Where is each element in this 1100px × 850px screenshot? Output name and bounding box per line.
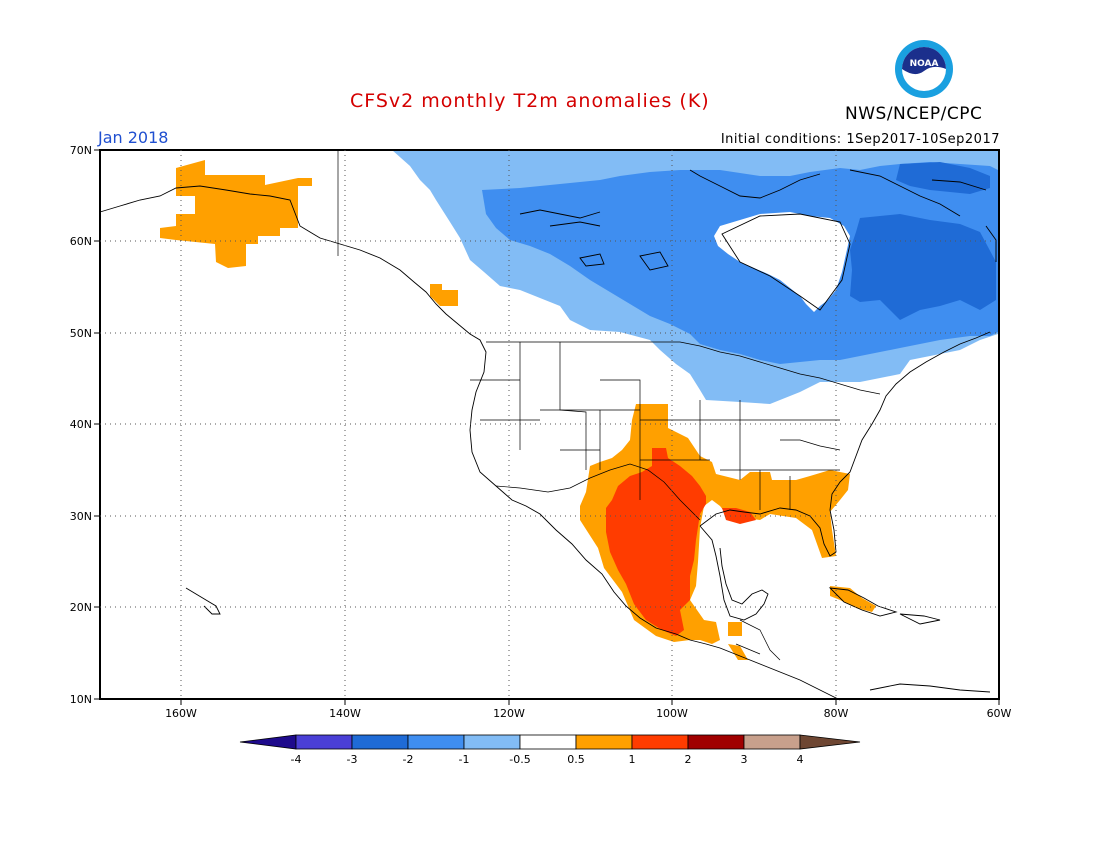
lat-label-10n: 10N — [70, 693, 92, 706]
lat-label-70n: 70N — [70, 144, 92, 157]
legend-label-4: 4 — [797, 753, 804, 766]
legend-label-3: 3 — [741, 753, 748, 766]
legend-label-minus05: -0.5 — [509, 753, 530, 766]
legend-swatch-1-2 — [631, 734, 689, 750]
hudson-bay-neutral — [714, 212, 850, 312]
lat-label-30n: 30N — [70, 510, 92, 523]
political-borders — [337, 150, 881, 661]
legend-label-05: 0.5 — [567, 753, 585, 766]
valid-month: Jan 2018 — [98, 128, 169, 147]
lat-label-20n: 20N — [70, 601, 92, 614]
legend-swatch-3-4 — [743, 734, 801, 750]
agency-label: NWS/NCEP/CPC — [845, 104, 983, 124]
lon-label-60w: 60W — [987, 707, 1012, 720]
legend-swatch-below-minus4 — [239, 734, 297, 750]
legend-label-minus4: -4 — [291, 753, 302, 766]
noaa-logo: NOAA — [895, 40, 953, 98]
legend-swatch-neutral — [519, 734, 577, 750]
coastlines — [99, 169, 997, 701]
ticks — [94, 149, 1000, 705]
lat-label-50n: 50N — [70, 327, 92, 340]
logo-text: NOAA — [910, 59, 939, 69]
negative-anomaly-darkblue — [850, 162, 996, 320]
lat-labels: 70N 60N 50N 40N 30N 20N 10N — [70, 144, 92, 706]
legend-label-1: 1 — [629, 753, 636, 766]
legend-label-minus3: -3 — [347, 753, 358, 766]
legend-swatch-minus3-minus2 — [351, 734, 409, 750]
lat-label-40n: 40N — [70, 418, 92, 431]
lon-label-140w: 140W — [329, 707, 361, 720]
legend-swatch-05-1 — [575, 734, 633, 750]
lon-labels: 160W 140W 120W 100W 80W 60W — [165, 707, 1011, 720]
lon-label-120w: 120W — [493, 707, 525, 720]
negative-anomaly-blue — [482, 162, 998, 364]
color-legend — [239, 734, 861, 750]
legend-swatch-above-4 — [799, 734, 861, 750]
legend-swatch-minus1-minus05 — [463, 734, 521, 750]
legend-swatch-minus4-minus3 — [295, 734, 353, 750]
lat-label-60n: 60N — [70, 235, 92, 248]
lon-label-100w: 100W — [656, 707, 688, 720]
legend-label-minus2: -2 — [403, 753, 414, 766]
initial-conditions: Initial conditions: 1Sep2017-10Sep2017 — [720, 132, 1000, 147]
legend-label-2: 2 — [685, 753, 692, 766]
lon-label-160w: 160W — [165, 707, 197, 720]
legend-swatch-2-3 — [687, 734, 745, 750]
legend-labels: -4 -3 -2 -1 -0.5 0.5 1 2 3 4 — [291, 753, 804, 766]
legend-label-minus1: -1 — [459, 753, 470, 766]
map-title: CFSv2 monthly T2m anomalies (K) — [350, 90, 710, 112]
legend-swatch-minus2-minus1 — [407, 734, 465, 750]
lon-label-80w: 80W — [824, 707, 849, 720]
